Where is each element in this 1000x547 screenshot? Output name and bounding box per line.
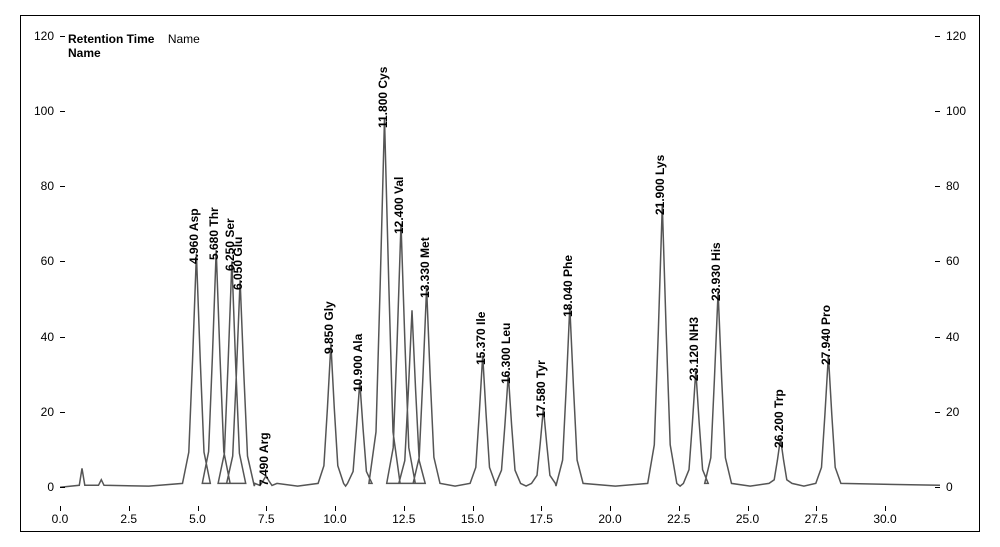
chromatogram-chart: Retention Time Name Name 0 0 20 20 40 40 60 60 8… [0, 0, 1000, 547]
x-tick-label: 5.0 [183, 512, 213, 526]
x-tick-label: 10.0 [320, 512, 350, 526]
x-tick-label: 22.5 [664, 512, 694, 526]
peak-label: 12.400 Val [392, 176, 406, 233]
peak-label: 11.800 Cys [376, 67, 390, 128]
y-tick-label-left: 40 [24, 330, 54, 344]
y-tick-label-right: 60 [946, 254, 976, 268]
peak-label: 6.050 Glu [231, 237, 245, 290]
peak-label: 26.200 Trp [772, 390, 786, 449]
peak-label: 15.370 Ile [474, 312, 488, 365]
y-tick-label-left: 120 [24, 29, 54, 43]
y-tick-label-right: 20 [946, 405, 976, 419]
peak-label: 7.490 Arg [257, 432, 271, 486]
legend-rt-label: Retention Time [68, 32, 154, 46]
y-tick-label-right: 0 [946, 480, 976, 494]
x-tick-label: 30.0 [870, 512, 900, 526]
y-tick-label-right: 120 [946, 29, 976, 43]
legend-name-header: Name [168, 32, 200, 46]
x-tick-label: 20.0 [595, 512, 625, 526]
chromatogram-line [60, 28, 940, 506]
y-tick-label-left: 100 [24, 104, 54, 118]
y-tick-label-right: 40 [946, 330, 976, 344]
x-tick-label: 2.5 [114, 512, 144, 526]
y-tick-label-right: 80 [946, 179, 976, 193]
peak-label: 23.930 His [709, 243, 723, 302]
x-tick-label: 12.5 [389, 512, 419, 526]
legend-box: Retention Time Name Name [68, 32, 200, 60]
peak-label: 4.960 Asp [187, 208, 201, 264]
y-tick-label-left: 20 [24, 405, 54, 419]
x-tick-label: 27.5 [801, 512, 831, 526]
y-tick-label-left: 0 [24, 480, 54, 494]
peak-label: 21.900 Lys [653, 155, 667, 215]
peak-label: 23.120 NH3 [687, 316, 701, 380]
x-tick-label: 15.0 [458, 512, 488, 526]
y-tick-label-right: 100 [946, 104, 976, 118]
peak-label: 13.330 Met [418, 237, 432, 298]
x-tick-label: 7.5 [251, 512, 281, 526]
plot-area [60, 28, 940, 506]
peak-label: 10.900 Ala [351, 334, 365, 392]
x-tick-label: 17.5 [526, 512, 556, 526]
peak-label: 5.680 Thr [207, 207, 221, 260]
y-tick-label-left: 60 [24, 254, 54, 268]
x-tick-label: 0.0 [45, 512, 75, 526]
peak-label: 17.580 Tyr [534, 360, 548, 418]
y-tick-label-left: 80 [24, 179, 54, 193]
peak-label: 16.300 Leu [499, 323, 513, 384]
peak-label: 18.040 Phe [561, 254, 575, 316]
peak-label: 9.850 Gly [322, 301, 336, 354]
x-tick-label: 25.0 [733, 512, 763, 526]
peak-label: 27.940 Pro [819, 305, 833, 365]
legend-name-label: Name [68, 46, 200, 60]
